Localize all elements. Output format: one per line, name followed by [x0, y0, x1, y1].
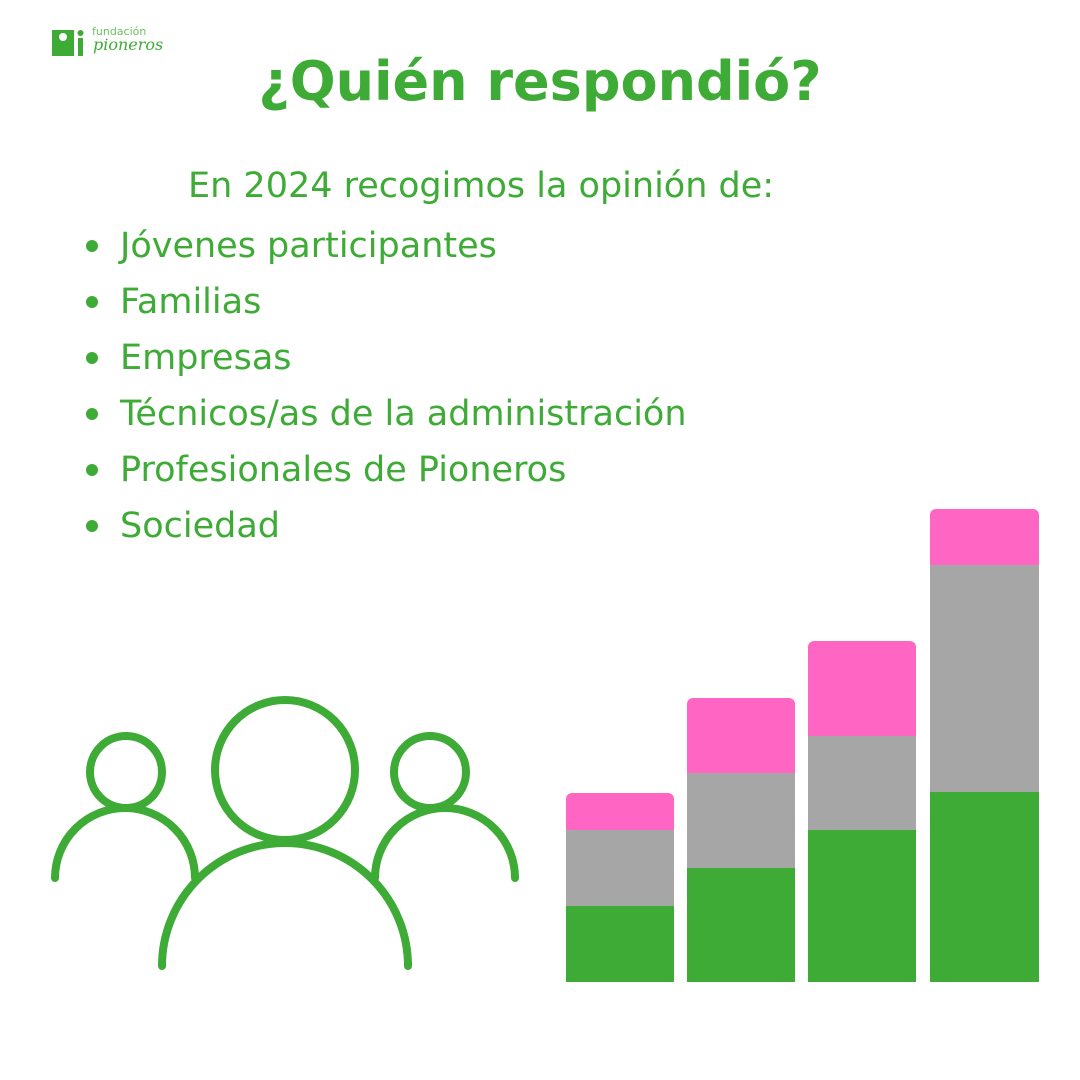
list-item: Técnicos/as de la administración — [80, 386, 687, 442]
logo-mark — [52, 30, 84, 56]
logo-text: pioneros — [93, 35, 164, 54]
list-item: Profesionales de Pioneros — [80, 442, 687, 498]
list-item: Sociedad — [80, 498, 687, 554]
intro: En 2024 recogimos la opinión de: — [188, 166, 775, 206]
list-item: Familias — [80, 274, 687, 330]
logo-text: fundación — [92, 25, 147, 38]
list-item: Jóvenes participantes — [80, 218, 687, 274]
list-item: Empresas — [80, 330, 687, 386]
list: Jóvenes participantes Familias Empresas Téc… — [80, 218, 687, 554]
title: ¿Quién respondió? — [258, 50, 822, 113]
